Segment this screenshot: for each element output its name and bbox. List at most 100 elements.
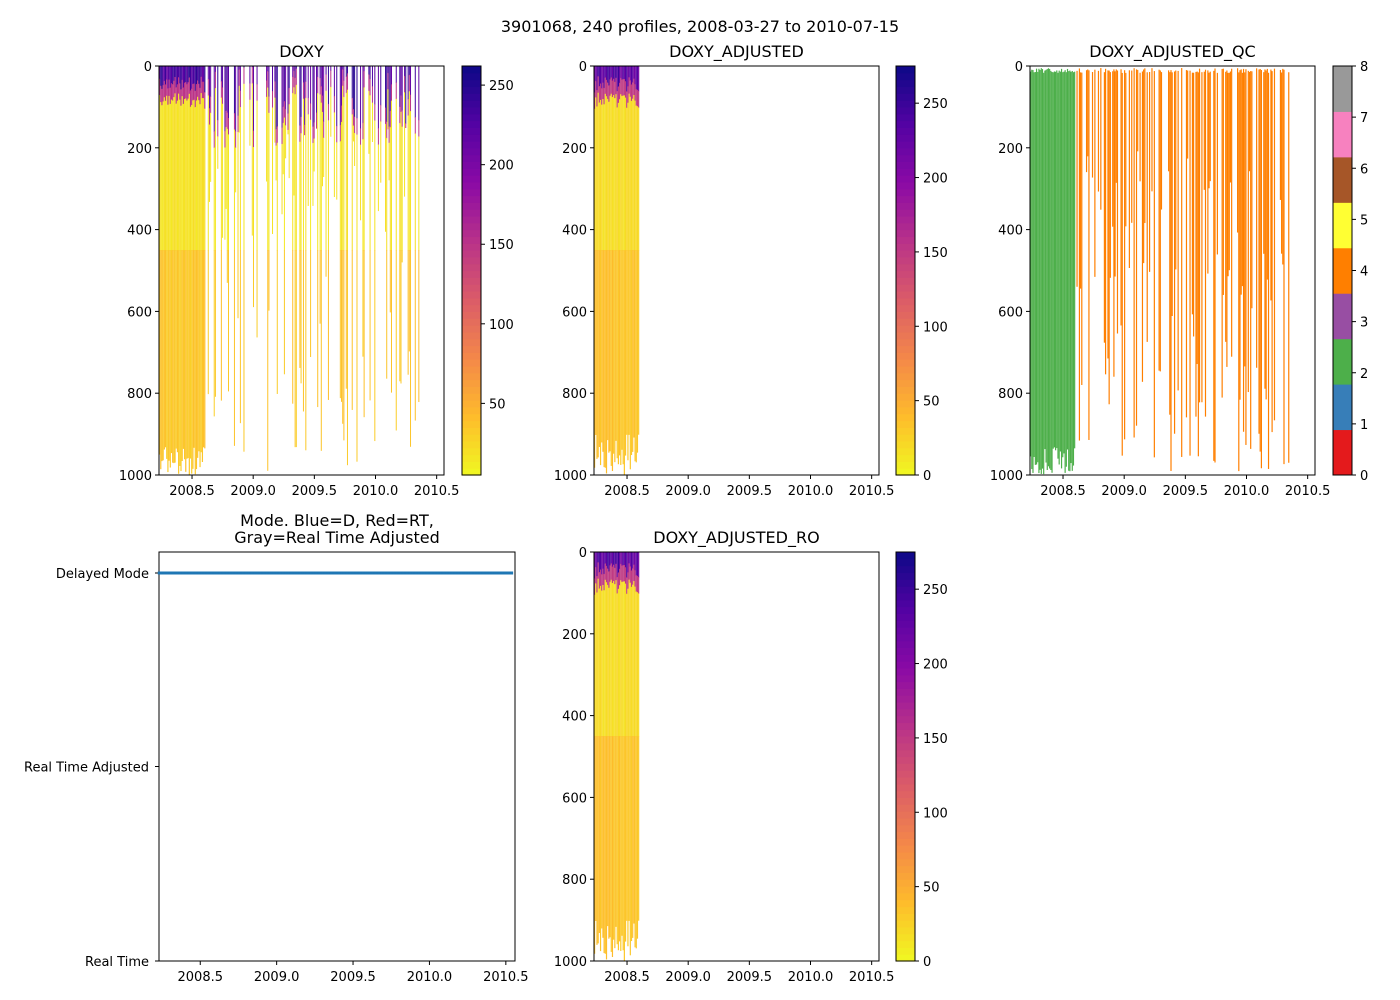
heatmap-cell — [343, 96, 345, 251]
colorbar-segment — [896, 311, 915, 319]
heatmap-cell — [175, 103, 177, 251]
heatmap-cell — [609, 581, 611, 737]
mode-point — [314, 571, 317, 575]
mode-point — [352, 571, 356, 575]
heatmap-cell — [597, 736, 599, 944]
heatmap-cell — [601, 250, 603, 443]
heatmap-cell — [628, 250, 630, 435]
heatmap-cell — [226, 250, 228, 283]
heatmap-cell — [624, 583, 627, 737]
heatmap-cell — [380, 66, 382, 106]
heatmap-cell — [282, 122, 284, 175]
heatmap-cell — [595, 80, 597, 98]
qc-profile — [1030, 71, 1032, 457]
heatmap-cell — [621, 565, 623, 583]
colorbar-segment — [896, 66, 915, 74]
heatmap-cell — [186, 250, 188, 459]
heatmap-cell — [237, 250, 239, 319]
colorbar-segment — [896, 161, 915, 169]
heatmap-cell — [389, 127, 391, 251]
mode-point — [510, 571, 514, 575]
mode-point — [159, 571, 162, 575]
heatmap-cell — [187, 66, 189, 83]
mode-point — [165, 571, 168, 575]
heatmap-cell — [407, 99, 409, 116]
heatmap-cell — [197, 250, 199, 458]
colorbar-segment — [462, 154, 481, 163]
heatmap-cell — [256, 84, 258, 101]
qc-profile — [1115, 69, 1117, 183]
mode-point — [442, 571, 446, 575]
mode-point — [298, 571, 301, 575]
heatmap-cell — [336, 125, 338, 143]
heatmap-cell — [185, 66, 187, 83]
heatmap-cell — [317, 250, 319, 408]
heatmap-cell — [194, 250, 196, 475]
heatmap-cell — [299, 250, 301, 368]
mode-point — [428, 571, 431, 575]
heatmap-cell — [181, 79, 183, 97]
heatmap-cell — [356, 118, 358, 135]
heatmap-cell — [224, 131, 226, 148]
heatmap-cell — [199, 66, 201, 89]
colorbar-segment — [462, 420, 481, 428]
heatmap-cell — [611, 66, 614, 81]
heatmap-cell — [200, 250, 202, 453]
colorbar-segment — [896, 147, 915, 156]
heatmap-cell — [161, 250, 163, 462]
colorbar-segment — [896, 749, 915, 758]
heatmap-cell — [604, 579, 606, 737]
mode-point — [237, 571, 240, 575]
heatmap-cell — [345, 92, 347, 251]
mode-point — [361, 571, 364, 575]
mode-point — [168, 571, 171, 575]
heatmap-cell — [629, 552, 631, 567]
axes-frame — [593, 551, 880, 962]
colorbar-segment — [1333, 247, 1352, 294]
qc-profile — [1279, 70, 1282, 200]
heatmap-cell — [596, 250, 598, 459]
heatmap-cell — [632, 98, 634, 251]
x-tick-label: 2009.5 — [1163, 484, 1209, 499]
heatmap-cell — [595, 97, 597, 251]
heatmap-cell — [607, 66, 609, 83]
colorbar-segment — [896, 906, 915, 914]
heatmap-cell — [410, 66, 412, 96]
heatmap-cell — [400, 95, 402, 113]
heatmap-cell — [619, 552, 621, 570]
y-tick-label: 600 — [562, 305, 587, 320]
heatmap-cell — [268, 96, 270, 114]
heatmap-cell — [341, 250, 343, 402]
mode-point — [261, 571, 264, 575]
colorbar-frame — [895, 65, 916, 476]
heatmap-cell — [621, 250, 623, 450]
mode-point — [199, 571, 202, 575]
mode-point — [469, 571, 472, 575]
qc-profile — [1264, 69, 1266, 389]
heatmap-cell — [249, 83, 251, 101]
heatmap-cell — [636, 66, 639, 91]
qc-profile — [1247, 70, 1249, 393]
heatmap-cell — [351, 66, 353, 99]
qc-profile — [1170, 70, 1172, 471]
heatmap-cell — [616, 66, 618, 92]
heatmap-cell — [604, 250, 606, 468]
heatmap-cell — [208, 108, 210, 125]
mode-point — [506, 571, 509, 575]
mode-point — [317, 571, 320, 575]
colorbar-segment — [896, 297, 915, 306]
qc-profile — [1197, 72, 1199, 457]
heatmap-cell — [599, 569, 602, 587]
heatmap-cell — [268, 112, 270, 251]
heatmap-cell — [185, 81, 187, 99]
heatmap-cell — [345, 66, 347, 77]
heatmap-cell — [225, 110, 227, 128]
heatmap-cell — [178, 93, 180, 251]
colorbar-segment — [896, 633, 915, 642]
heatmap-cell — [624, 66, 627, 82]
colorbar-segment — [462, 113, 481, 122]
heatmap-cell — [352, 109, 354, 126]
mode-point — [250, 571, 254, 575]
mode-point — [194, 571, 198, 575]
qc-profile — [1033, 72, 1035, 458]
